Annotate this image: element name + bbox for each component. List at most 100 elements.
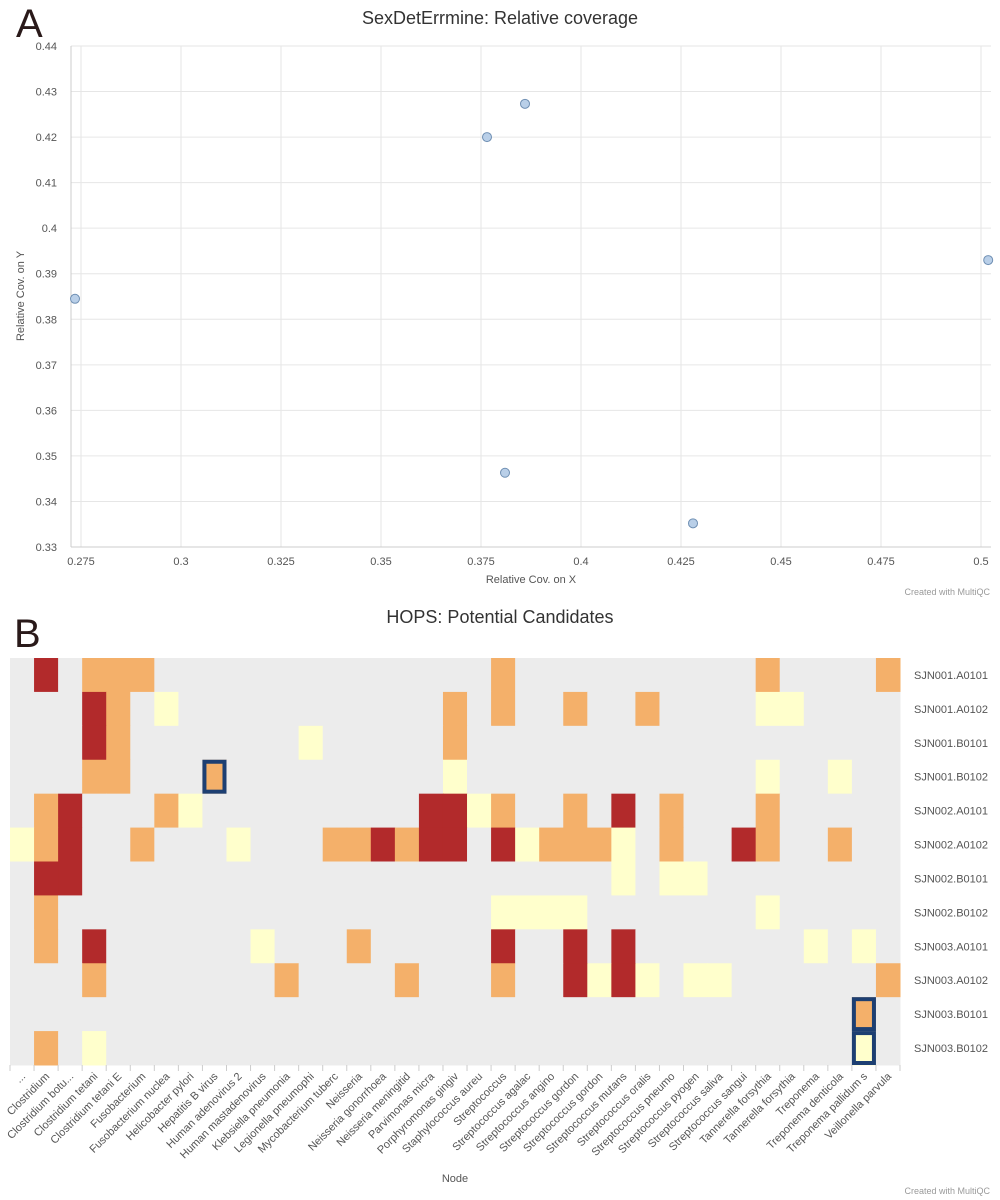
heatmap-cell xyxy=(683,691,709,727)
heatmap-cell xyxy=(298,895,324,930)
y-tick-label: 0.43 xyxy=(36,87,57,99)
heatmap-cell xyxy=(226,827,252,862)
heatmap-cell xyxy=(707,759,733,795)
heatmap-cell xyxy=(611,861,636,896)
heatmap-cell xyxy=(707,793,733,829)
heatmap-cell xyxy=(563,1031,588,1066)
heatmap-cell xyxy=(611,827,636,862)
x-tick-label: 0.3 xyxy=(173,556,188,568)
heatmap-cell xyxy=(491,1031,516,1066)
heatmap-cell xyxy=(34,997,59,1032)
heatmap-cell xyxy=(587,793,612,829)
heatmap-cell xyxy=(394,759,420,795)
heatmap-cell xyxy=(563,963,588,998)
heatmap-cell xyxy=(418,725,444,761)
heatmap-cell xyxy=(827,827,853,862)
x-tick-label: 0.35 xyxy=(370,556,391,568)
heatmap-cell xyxy=(154,963,179,998)
heatmap-cell xyxy=(394,895,420,930)
heatmap-cell xyxy=(779,1031,805,1066)
heatmap-cell xyxy=(442,827,468,862)
heatmap-cell xyxy=(418,691,444,727)
heatmap-cell xyxy=(467,1031,492,1066)
heatmap-cell xyxy=(659,658,685,693)
heatmap-cell xyxy=(178,997,203,1032)
heatmap-cell xyxy=(82,827,107,862)
heatmap-cell xyxy=(130,997,155,1032)
scatter-point xyxy=(482,132,492,143)
heatmap-cell xyxy=(298,793,324,829)
heatmap-cell xyxy=(226,929,252,964)
heatmap-cell xyxy=(587,759,612,795)
heatmap-cell xyxy=(298,691,324,727)
heatmap-cell xyxy=(274,658,300,693)
heatmap-cell xyxy=(635,658,660,693)
heatmap-cell xyxy=(82,861,107,896)
heatmap-cell xyxy=(322,963,348,998)
heatmap-cell xyxy=(370,929,396,964)
heatmap-cell xyxy=(731,1031,757,1066)
y-tick-label: 0.35 xyxy=(36,451,57,463)
heatmap-cell xyxy=(635,793,660,829)
scatter-title: SexDetErrmine: Relative coverage xyxy=(361,8,639,28)
row-label: SJN003.B0102 xyxy=(914,1043,988,1055)
heatmap-cell xyxy=(611,691,636,727)
y-tick-label: 0.36 xyxy=(36,405,57,417)
heatmap-cell xyxy=(10,997,35,1032)
heatmap-cell xyxy=(34,895,59,930)
heatmap-cell xyxy=(82,895,107,930)
heatmap-cell xyxy=(226,658,252,693)
heatmap-cell xyxy=(659,725,685,761)
heatmap-cell xyxy=(322,997,348,1032)
heatmap-cell xyxy=(779,827,805,862)
heatmap-cell xyxy=(298,827,324,862)
heatmap-cell xyxy=(755,1031,781,1066)
heatmap-cell xyxy=(779,963,805,998)
heatmap-cell xyxy=(10,691,35,727)
heatmap-cell xyxy=(587,827,612,862)
heatmap-cell xyxy=(322,929,348,964)
heatmap-cell xyxy=(683,929,709,964)
heatmap-cell xyxy=(82,725,107,761)
heatmap-cell xyxy=(539,861,564,896)
heatmap-cell xyxy=(202,827,227,862)
scatter-point xyxy=(983,255,994,266)
heatmap-cell xyxy=(659,895,685,930)
heatmap-cell xyxy=(875,963,901,998)
x-tick-label: 0.425 xyxy=(667,556,695,568)
heatmap-cell xyxy=(418,895,444,930)
heatmap-cell xyxy=(10,861,35,896)
heatmap-cell xyxy=(82,963,107,998)
heatmap-cell xyxy=(779,759,805,795)
heatmap-cell xyxy=(539,997,564,1032)
heatmap-cell xyxy=(707,895,733,930)
y-tick-label: 0.44 xyxy=(36,41,57,53)
heatmap-cell xyxy=(250,963,276,998)
heatmap-cell xyxy=(58,759,83,795)
heatmap-cell xyxy=(539,929,564,964)
heatmap-cell xyxy=(779,658,805,693)
heatmap-cell xyxy=(442,929,468,964)
heatmap-cell xyxy=(803,759,829,795)
heatmap-cell xyxy=(178,1031,203,1066)
heatmap-cell xyxy=(322,658,348,693)
heatmap-cell xyxy=(803,929,829,964)
heatmap-cell xyxy=(442,793,468,829)
heatmap-cell xyxy=(58,725,83,761)
heatmap-cell xyxy=(779,793,805,829)
heatmap-cell xyxy=(587,861,612,896)
highlighted-cell-outline xyxy=(851,997,876,1032)
heatmap-cell xyxy=(827,658,853,693)
heatmap-cell xyxy=(515,793,540,829)
y-tick-label: 0.4 xyxy=(42,223,57,235)
heatmap-cell xyxy=(58,691,83,727)
heatmap-cell xyxy=(611,658,636,693)
heatmap-cell xyxy=(875,691,901,727)
heatmap-cell xyxy=(635,963,660,998)
heatmap-cell xyxy=(755,861,781,896)
heatmap-cell xyxy=(10,1031,35,1066)
heatmap-cell xyxy=(370,895,396,930)
heatmap-cell xyxy=(130,691,155,727)
heatmap-cell xyxy=(298,725,324,761)
heatmap-cell xyxy=(683,725,709,761)
